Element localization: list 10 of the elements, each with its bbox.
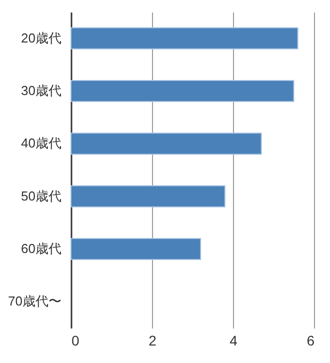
x-tick-label: 0: [72, 332, 80, 348]
y-tick-label: 60歳代: [21, 241, 62, 256]
y-tick-label: 50歳代: [21, 188, 62, 204]
y-tick-label: 70歳代〜: [8, 294, 62, 309]
x-tick-label: 4: [230, 332, 238, 348]
x-tick-label: 6: [306, 332, 315, 348]
y-tick-label: 40歳代: [21, 136, 62, 151]
x-tick-label: 2: [148, 332, 157, 348]
y-tick-label: 30歳代: [21, 83, 62, 98]
y-tick-label: 20歳代: [21, 30, 62, 46]
